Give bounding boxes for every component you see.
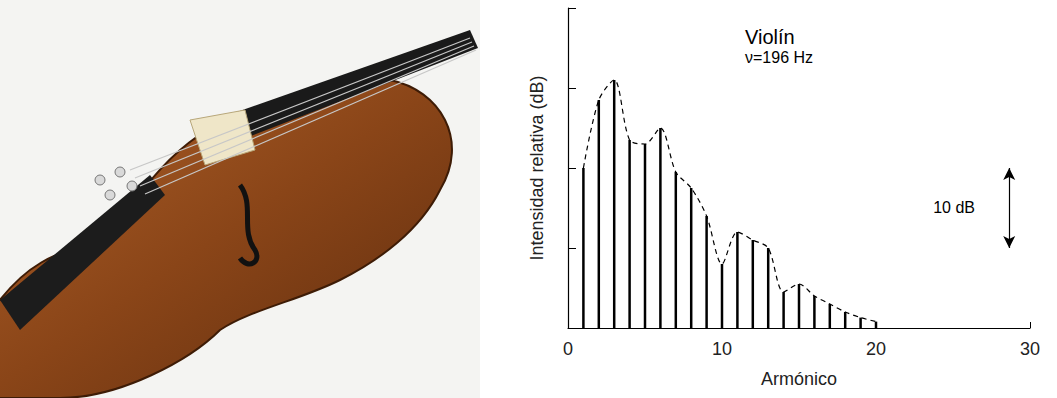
svg-text:10: 10 <box>712 339 732 359</box>
svg-text:30: 30 <box>1020 339 1040 359</box>
svg-text:0: 0 <box>563 339 573 359</box>
svg-text:10 dB: 10 dB <box>933 199 975 216</box>
svg-text:20: 20 <box>866 339 886 359</box>
svg-text:Armónico: Armónico <box>761 369 837 389</box>
svg-text:ν=196 Hz: ν=196 Hz <box>745 49 813 66</box>
svg-text:Violín: Violín <box>745 26 795 48</box>
svg-text:Intensidad relativa (dB): Intensidad relativa (dB) <box>527 75 547 260</box>
